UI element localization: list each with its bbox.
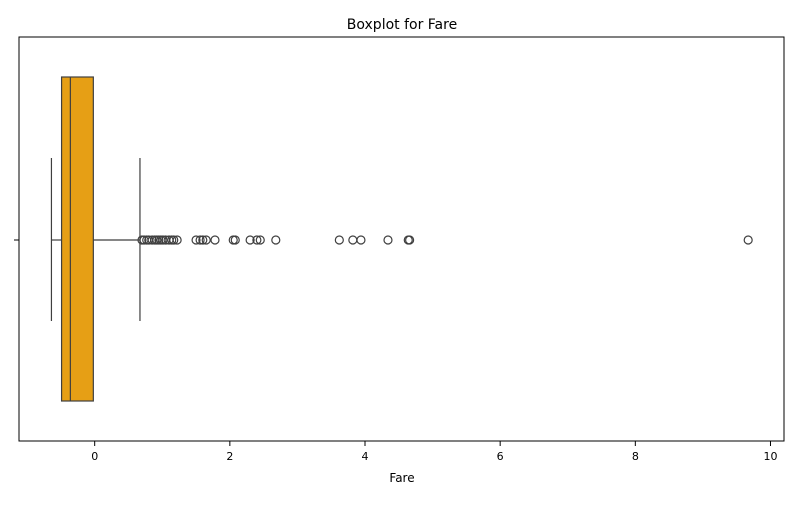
outlier-point <box>271 235 281 245</box>
outlier-point <box>147 235 157 245</box>
outlier-point <box>158 235 168 245</box>
plot-area <box>50 76 753 402</box>
outlier-point <box>252 235 262 245</box>
outlier-point <box>169 235 179 245</box>
x-tick-label: 8 <box>632 450 639 463</box>
outlier-point <box>201 235 211 245</box>
x-tick-label: 6 <box>497 450 504 463</box>
iqr-box <box>60 76 94 402</box>
outlier-point <box>356 235 366 245</box>
x-tick-label: 10 <box>763 450 777 463</box>
outlier-point <box>172 235 182 245</box>
x-tick-label: 4 <box>362 450 369 463</box>
outlier-point <box>383 235 393 245</box>
outlier-point <box>348 235 358 245</box>
x-tick-label: 0 <box>91 450 98 463</box>
outlier-point <box>245 235 255 245</box>
x-axis: 0 2 4 6 8 10 <box>14 239 777 463</box>
outlier-point <box>230 235 240 245</box>
chart-title: Boxplot for Fare <box>347 17 457 33</box>
outlier-point <box>195 235 205 245</box>
x-tick-label: 2 <box>226 450 233 463</box>
outlier-point <box>334 235 344 245</box>
outlier-point <box>191 235 201 245</box>
outlier-point <box>198 235 208 245</box>
outlier-point <box>405 235 415 245</box>
x-axis-label: Fare <box>389 471 414 485</box>
plot-frame <box>18 36 785 442</box>
outlier-point <box>255 235 265 245</box>
outlier-point <box>743 235 753 245</box>
outlier-point <box>210 235 220 245</box>
